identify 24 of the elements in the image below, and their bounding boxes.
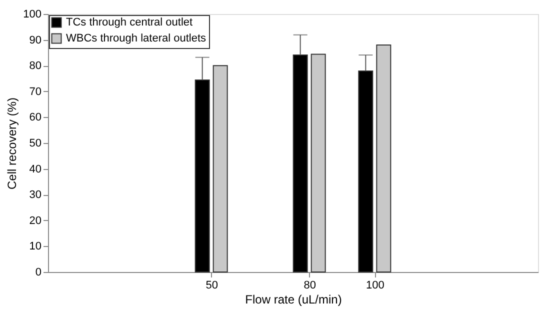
y-tick-label: 30: [29, 189, 42, 202]
bar: [212, 65, 228, 272]
y-tick-label: 90: [29, 34, 42, 46]
x-tick-label: 50: [206, 280, 218, 292]
y-tick-label: 100: [23, 8, 42, 20]
y-tick-label: 70: [29, 86, 42, 98]
x-tick-label: 80: [304, 280, 316, 292]
legend-label: TCs through central outlet: [66, 16, 193, 28]
bar: [194, 80, 210, 272]
y-tick-label: 50: [29, 138, 42, 150]
y-tick-label: 0: [35, 266, 42, 278]
bar: [310, 54, 326, 272]
y-tick-label: 10: [29, 240, 42, 253]
y-tick-label: 20: [29, 214, 42, 227]
y-tick-label: 80: [29, 60, 42, 72]
bar: [292, 54, 308, 272]
y-tick-label: 60: [29, 112, 42, 124]
bar: [376, 44, 392, 272]
legend-label: WBCs through lateral outlets: [66, 32, 207, 44]
y-tick-label: 40: [29, 163, 42, 176]
x-axis-title: Flow rate (uL/min): [245, 292, 342, 306]
y-axis-title: Cell recovery (%): [5, 97, 20, 190]
bar: [358, 70, 374, 272]
x-tick-label: 100: [366, 280, 384, 292]
